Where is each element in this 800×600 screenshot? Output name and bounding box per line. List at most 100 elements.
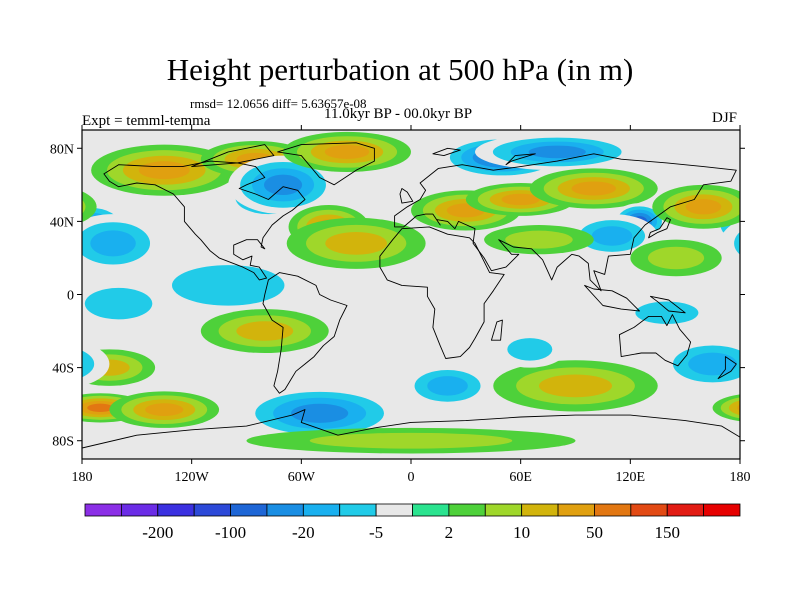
field-contour — [171, 265, 285, 306]
x-tick-label: 60W — [288, 470, 316, 485]
field-anomaly — [109, 391, 220, 428]
x-tick-label: 120W — [175, 470, 210, 485]
field-contour — [507, 338, 553, 361]
y-tick-label: 80N — [50, 142, 74, 157]
field-contour — [747, 359, 788, 375]
field-anomaly — [493, 331, 567, 368]
axis-ticks: 180 120W 60W 0 60E 120E 180 80N 40N 0 40S 80S — [50, 125, 751, 485]
field-anomaly — [484, 225, 594, 255]
field-anomaly-wrap — [721, 284, 800, 323]
x-tick-label: 180 — [72, 470, 93, 485]
field-contour — [82, 191, 97, 223]
field-anomaly — [630, 239, 722, 277]
coastline-new-guinea — [649, 295, 686, 314]
coastline-japan — [648, 217, 671, 239]
chart-title: Height perturbation at 500 hPa (in m) — [166, 52, 634, 87]
colorbar-swatch — [302, 503, 341, 517]
x-tick-label: 60E — [509, 470, 532, 485]
field-contour — [145, 403, 184, 417]
field-contour — [82, 341, 110, 387]
field-anomaly — [529, 168, 658, 209]
colorbar-swatch — [266, 503, 304, 517]
colorbar-swatch — [703, 503, 741, 517]
coastline-eurasia — [394, 153, 737, 292]
colorbar-swatch — [339, 503, 377, 517]
x-tick-label: 0 — [408, 470, 415, 485]
colorbar-label: -5 — [369, 523, 383, 542]
coastline-great-britain — [399, 188, 414, 204]
colorbar-swatch — [84, 503, 122, 517]
y-tick-label: 40S — [52, 362, 74, 377]
colorbar-label: -20 — [292, 523, 315, 542]
colorbar-swatch — [666, 503, 705, 517]
field-anomaly — [286, 217, 426, 269]
y-tick-label: 40N — [50, 215, 74, 230]
colorbar-swatch — [157, 503, 195, 517]
colorbar-swatch — [448, 503, 486, 517]
field-contour — [635, 301, 699, 325]
colorbar-swatch — [557, 503, 595, 517]
field-anomaly — [652, 184, 740, 229]
field-anomaly — [283, 131, 411, 173]
field-contour — [743, 288, 800, 319]
field-contour — [28, 199, 64, 214]
field-contour — [90, 230, 136, 257]
colorbar-swatch — [412, 503, 450, 517]
field-contour — [309, 432, 513, 449]
colorbar-swatch — [230, 503, 268, 517]
field-contour — [748, 230, 793, 256]
field-contour — [721, 284, 740, 323]
coastline-novaya-zemlya — [505, 153, 536, 166]
colorbar-swatch — [375, 503, 413, 517]
field-anomaly — [566, 214, 658, 258]
field-contour — [501, 193, 540, 206]
coastline-north-america — [103, 160, 306, 281]
colorbar-label: 50 — [586, 523, 603, 542]
colorbar-label: 150 — [654, 523, 680, 542]
season-label: DJF — [712, 110, 738, 126]
stats-label: rmsd= 12.0656 diff= 5.63657e-08 — [190, 96, 367, 111]
field-anomaly — [493, 360, 658, 412]
field-contour — [138, 161, 190, 180]
colorbar-swatch — [120, 503, 159, 517]
colorbar-label: 10 — [513, 523, 530, 542]
field-anomaly-wrap — [712, 394, 771, 422]
coastline-antarctica — [82, 409, 740, 459]
field-contour — [528, 145, 586, 159]
field-anomaly-wrap — [82, 341, 110, 387]
coastline-australia — [618, 314, 692, 367]
field-contour — [427, 376, 468, 396]
field-anomaly — [82, 278, 174, 330]
coastline-arctic-islands — [191, 144, 275, 168]
field-contour — [82, 199, 86, 214]
coastline-svalbard — [432, 147, 461, 157]
field-anomaly — [237, 385, 402, 441]
field-contour — [647, 246, 705, 270]
field-contour — [291, 403, 349, 423]
field-anomaly-wrap — [28, 191, 97, 223]
coastline-africa — [379, 226, 505, 359]
coastlines — [82, 142, 740, 459]
colorbar-label: 2 — [445, 523, 454, 542]
field-contour — [571, 181, 617, 196]
coastline-new-zealand — [717, 356, 737, 380]
field-anomaly-wrap — [719, 220, 793, 267]
experiment-label: Expt = temml-temma — [82, 113, 211, 129]
field-anomaly — [474, 133, 640, 171]
colorbar-label: -200 — [142, 523, 173, 542]
colorbar: -200 -100 -20 -5 2 10 50 150 — [84, 503, 741, 542]
field-contour — [236, 321, 294, 341]
colorbar-label: -100 — [215, 523, 246, 542]
field-contour — [325, 231, 388, 255]
field-contour — [505, 230, 573, 249]
colorbar-swatch — [630, 503, 668, 517]
field-anomaly — [91, 144, 238, 196]
field-contour — [87, 403, 114, 413]
colorbar-swatch — [193, 503, 231, 517]
y-tick-label: 80S — [52, 435, 74, 450]
field-contour — [84, 287, 153, 320]
colorbar-swatch — [521, 503, 559, 517]
coastline-greenland — [277, 142, 375, 186]
field-contour — [745, 404, 771, 412]
